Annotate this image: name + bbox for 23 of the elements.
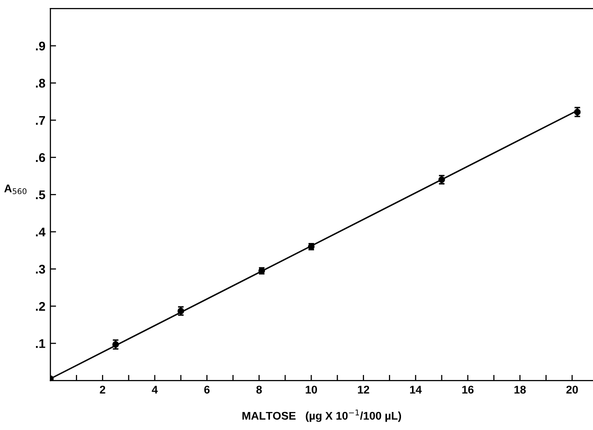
x-tick-label: 2	[100, 386, 106, 394]
y-tick-label: .2	[36, 302, 46, 311]
point	[112, 341, 119, 348]
x-tick-label: 16	[462, 386, 474, 394]
y-tick-label: .9	[36, 42, 46, 50]
x-tick-label: 20	[566, 386, 578, 394]
x-tick-label: 8	[256, 386, 262, 394]
y-tick-label: .3	[36, 264, 46, 274]
x-tick-label: 14	[410, 386, 422, 394]
y-tick-label: .4	[36, 228, 46, 236]
y-tick-label: .6	[36, 153, 46, 162]
y-tick-label: .5	[36, 190, 46, 200]
x-tick-label: 4	[152, 386, 158, 394]
x-tick-label: 6	[204, 386, 210, 394]
x-tick-label: 18	[514, 386, 526, 394]
y-axis-title: A$_{560}$	[4, 184, 26, 194]
y-tick-label: .8	[36, 78, 46, 88]
y-tick-label: .7	[36, 116, 45, 125]
y-tick-label: .1	[36, 339, 46, 348]
x-axis-title: MALTOSE (µg X 10$^{−1}$/100 µL)	[242, 410, 402, 422]
x-tick-label: 12	[358, 386, 370, 394]
point	[438, 176, 445, 183]
x-tick-label: 10	[306, 386, 317, 394]
